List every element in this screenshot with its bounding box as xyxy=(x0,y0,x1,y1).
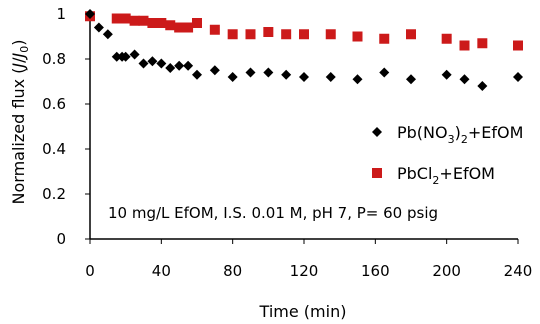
pb-nitrate-point xyxy=(227,72,238,82)
legend-label-part: ) xyxy=(455,123,461,142)
x-axis-label: Time (min) xyxy=(259,302,347,321)
pb-chloride-point xyxy=(227,29,238,40)
pb-chloride-point xyxy=(209,24,220,35)
pb-chloride-point xyxy=(165,20,176,31)
pb-chloride-point xyxy=(299,29,309,40)
pb-nitrate-point xyxy=(156,58,167,69)
pb-nitrate-point xyxy=(111,51,122,62)
pb-chloride-point xyxy=(138,15,149,26)
pb-nitrate-point xyxy=(129,49,140,60)
legend-marker-square xyxy=(372,168,382,178)
legend-label-part: 2 xyxy=(461,133,468,146)
pb-chloride-point xyxy=(192,18,202,28)
legend-label-part: Pb(NO xyxy=(397,123,448,142)
y-tick-label: 0.8 xyxy=(42,50,66,68)
legend-label-part: PbCl xyxy=(397,164,432,183)
pb-nitrate-point xyxy=(513,72,523,82)
pb-nitrate-point xyxy=(441,69,452,80)
pb-nitrate-point xyxy=(352,74,363,85)
pb-nitrate-point xyxy=(477,81,488,91)
x-tick-label: 120 xyxy=(290,262,319,280)
pb-chloride-point xyxy=(129,15,140,26)
pb-nitrate-point xyxy=(459,74,470,85)
legend-marker-diamond xyxy=(372,127,382,137)
pb-chloride-point xyxy=(281,29,292,40)
legend-entry-pb-chloride: PbCl2+EfOM xyxy=(372,164,495,187)
pb-chloride-point xyxy=(513,40,523,51)
legend-label-pb-chloride: PbCl2+EfOM xyxy=(397,164,495,187)
pb-chloride-point xyxy=(183,22,194,33)
y-axis-label: Normalized flux (J/J0) xyxy=(9,40,31,205)
pb-chloride-point xyxy=(147,18,158,28)
x-tick-label: 160 xyxy=(361,262,390,280)
pb-chloride-point xyxy=(477,38,488,49)
pb-chloride-point xyxy=(325,29,336,40)
pb-nitrate-point xyxy=(192,69,202,80)
legend-label-part: 2 xyxy=(432,174,439,187)
pb-nitrate-point xyxy=(102,29,113,40)
chart-annotation: 10 mg/L EfOM, I.S. 0.01 M, pH 7, P= 60 p… xyxy=(108,204,438,222)
legend-label-part: 3 xyxy=(448,133,455,146)
legend-label-part: +EfOM xyxy=(468,123,524,142)
pb-nitrate-point xyxy=(85,9,95,19)
ticks: 0 40 80 120 160 200 240 0 0.2 0.4 0.6 0.8 1 xyxy=(42,5,532,280)
x-tick-label: 200 xyxy=(432,262,461,280)
pb-nitrate-point xyxy=(406,74,416,85)
y-tick-label: 1 xyxy=(56,5,66,23)
pb-nitrate-point xyxy=(165,63,176,73)
pb-nitrate-point xyxy=(93,22,104,33)
y-tick-label: 0 xyxy=(56,230,66,248)
legend-label-pb-nitrate: Pb(NO3)2+EfOM xyxy=(397,123,523,146)
pb-nitrate-point xyxy=(263,67,274,78)
legend-entry-pb-nitrate: Pb(NO3)2+EfOM xyxy=(372,123,523,146)
pb-chloride-point xyxy=(352,31,363,42)
legend: Pb(NO3)2+EfOM PbCl2+EfOM xyxy=(372,123,523,187)
pb-chloride-point xyxy=(174,22,185,33)
y-tick-label: 0.6 xyxy=(42,95,66,113)
pb-chloride-point xyxy=(441,33,452,44)
pb-nitrate-point xyxy=(325,72,336,82)
y-tick-label: 0.4 xyxy=(42,140,66,158)
pb-nitrate-point xyxy=(138,58,149,69)
x-tick-label: 0 xyxy=(85,262,95,280)
pb-nitrate-point xyxy=(245,67,256,78)
pb-nitrate-point xyxy=(209,65,220,76)
data-marks xyxy=(85,9,523,91)
pb-nitrate-point xyxy=(120,51,131,62)
pb-chloride-point xyxy=(459,40,470,51)
x-tick-label: 40 xyxy=(152,262,171,280)
y-tick-label: 0.2 xyxy=(42,185,66,203)
pb-nitrate-point xyxy=(147,56,158,67)
pb-chloride-point xyxy=(379,33,390,44)
legend-label-part: +EfOM xyxy=(439,164,495,183)
pb-chloride-point xyxy=(111,13,122,24)
x-tick-label: 80 xyxy=(223,262,242,280)
pb-nitrate-point xyxy=(183,60,194,71)
pb-chloride-point xyxy=(406,29,416,40)
pb-nitrate-point xyxy=(299,72,309,82)
x-tick-label: 240 xyxy=(504,262,533,280)
pb-chloride-point xyxy=(263,27,274,37)
pb-chloride-point xyxy=(245,29,256,40)
pb-nitrate-point xyxy=(174,60,185,71)
pb-chloride-point xyxy=(120,13,131,24)
pb-chloride-point xyxy=(156,18,167,28)
pb-nitrate-point xyxy=(281,69,292,80)
pb-nitrate-point xyxy=(379,67,390,78)
